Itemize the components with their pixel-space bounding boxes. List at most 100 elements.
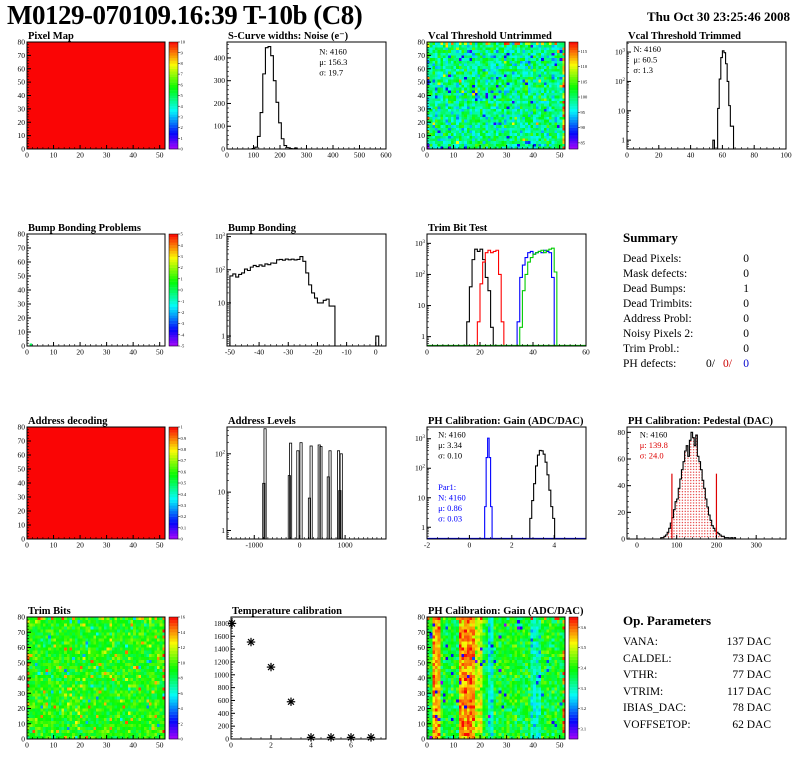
op-parameter-row: CALDEL: 73 DAC: [623, 653, 771, 665]
panel-vcal-threshold-trimmed: 0 20 40 60 80 100 1 10 102 103 Vcal Threshold Trim…: [600, 30, 796, 162]
svg-text:0: 0: [25, 348, 29, 357]
svg-text:30: 30: [18, 104, 26, 113]
svg-text:200: 200: [711, 541, 723, 550]
svg-text:0: 0: [181, 537, 184, 542]
svg-text:40: 40: [18, 91, 26, 100]
summary-ph-defects-row: PH defects: 0/0/0: [623, 358, 749, 370]
svg-text:40: 40: [129, 541, 137, 550]
panel-ph-calibration-pedestal: 0 100 200 300 0 20 40 60 80 PH Calibration: Pedes…: [600, 415, 796, 552]
svg-text:500: 500: [354, 151, 366, 160]
svg-text:20: 20: [76, 151, 84, 160]
svg-text:1000: 1000: [338, 541, 353, 550]
svg-text:0: 0: [25, 151, 29, 160]
svg-text:0: 0: [181, 147, 184, 152]
svg-text:-30: -30: [283, 348, 293, 357]
svg-text:Vcal Threshold Trimmed: Vcal Threshold Trimmed: [628, 31, 741, 42]
svg-text:1: 1: [221, 332, 225, 341]
svg-text:103: 103: [415, 434, 426, 443]
svg-text:200: 200: [274, 151, 286, 160]
svg-text:10: 10: [418, 493, 426, 502]
svg-text:20: 20: [18, 118, 26, 127]
op-parameter-label: IBIAS_DAC:: [623, 702, 687, 714]
panel-bump-bonding: -50 -40 -30 -20 -10 0 1 10 102 103 Bump Bonding: [200, 222, 396, 359]
op-parameter-label: VOFFSETOP:: [623, 718, 691, 731]
svg-text:40: 40: [687, 151, 695, 160]
summary-value: 1: [743, 283, 749, 295]
svg-text:0: 0: [625, 151, 629, 160]
svg-text:102: 102: [215, 449, 226, 458]
op-parameter-row: VTRIM: 117 DAC: [623, 686, 771, 698]
svg-text:110: 110: [581, 64, 588, 69]
summary-value: 0: [743, 253, 749, 265]
svg-text:1: 1: [421, 332, 425, 341]
svg-text:80: 80: [18, 38, 26, 47]
summary-label: PH defects:: [623, 358, 677, 370]
svg-text:N: 4160: N: 4160: [640, 429, 668, 439]
panel-pixel-map: 0 10 20 30 40 50 0 10 20 30 40 50 60 70 80 0 1 2 3 4 5 6 7 8 9 10…: [0, 30, 196, 162]
svg-text:N: 4160: N: 4160: [633, 44, 661, 54]
svg-text:102: 102: [615, 77, 626, 86]
chart-svg: 0 10 20 30 40 50 0 10 20 30 40 50 60 70 80 0 1 2 3 4 5 6 7 8 9 10…: [18, 31, 186, 160]
svg-text:102: 102: [415, 270, 426, 279]
summary-label: Dead Bumps:: [623, 283, 686, 295]
svg-text:0: 0: [425, 151, 429, 160]
svg-text:60: 60: [18, 451, 26, 460]
svg-text:115: 115: [581, 49, 588, 54]
svg-text:20: 20: [476, 348, 484, 357]
svg-text:-5: -5: [181, 344, 185, 349]
op-parameter-label: CALDEL:: [623, 652, 672, 665]
svg-text:70: 70: [18, 437, 26, 446]
svg-text:Pixel Map: Pixel Map: [28, 31, 74, 42]
svg-text:0.7: 0.7: [181, 458, 187, 463]
svg-text:10: 10: [418, 131, 426, 140]
svg-text:0: 0: [221, 145, 225, 154]
op-parameters-title: Op. Parameters: [623, 613, 712, 628]
svg-text:50: 50: [418, 78, 426, 87]
svg-text:20: 20: [418, 118, 426, 127]
svg-text:1: 1: [421, 523, 425, 532]
svg-text:100: 100: [671, 541, 683, 550]
panel-vcal-threshold-untrimmed: 0 10 20 30 40 50 0 10 20 30 40 50 60 70 80 85 90 95 100 105…: [400, 30, 596, 162]
page-title: M0129-070109.16:39 T-10b (C8): [7, 0, 363, 30]
chart-svg: 0 10 20 30 40 50 0 10 20 30 40 50 60 70 80 -5 -4 -3 -2 -1 0 1…: [18, 223, 185, 357]
svg-text:80: 80: [750, 151, 758, 160]
svg-text:-2: -2: [181, 310, 185, 315]
svg-text:Trim Bit Test: Trim Bit Test: [428, 223, 488, 234]
svg-text:70: 70: [418, 51, 426, 60]
svg-text:7: 7: [181, 72, 184, 77]
svg-text:10: 10: [50, 151, 58, 160]
svg-text:60: 60: [18, 258, 26, 267]
svg-text:1: 1: [181, 276, 183, 281]
svg-text:-40: -40: [254, 348, 264, 357]
svg-text:0: 0: [21, 342, 25, 351]
summary-value: 0: [743, 328, 749, 340]
svg-text:0: 0: [298, 541, 302, 550]
svg-text:90: 90: [581, 125, 586, 130]
svg-text:10: 10: [18, 521, 26, 530]
svg-text:0: 0: [225, 151, 229, 160]
svg-text:-50: -50: [225, 348, 235, 357]
svg-text:σ: 0.03: σ: 0.03: [438, 514, 462, 524]
chart-svg: 0 2 4 6020040060080010001200140016001800Tem…: [214, 606, 387, 750]
svg-text:30: 30: [18, 493, 26, 502]
svg-text:10: 10: [450, 151, 458, 160]
svg-text:2: 2: [181, 125, 183, 130]
svg-text:N: 4160: N: 4160: [438, 429, 466, 439]
svg-text:-20: -20: [312, 348, 322, 357]
svg-text:8: 8: [181, 61, 184, 66]
svg-text:40: 40: [129, 151, 137, 160]
svg-text:102: 102: [415, 464, 426, 473]
svg-text:10: 10: [181, 40, 186, 45]
svg-text:50: 50: [156, 151, 164, 160]
svg-text:200: 200: [214, 99, 226, 108]
op-parameter-value: 73 DAC: [732, 652, 771, 665]
svg-text:50: 50: [556, 151, 564, 160]
svg-text:5: 5: [181, 232, 184, 237]
svg-text:20: 20: [76, 541, 84, 550]
svg-text:30: 30: [103, 348, 111, 357]
op-parameter-label: VTHR:: [623, 669, 658, 681]
svg-text:S-Curve widths: Noise (e⁻): S-Curve widths: Noise (e⁻): [228, 31, 349, 42]
svg-text:0.2: 0.2: [181, 514, 187, 519]
